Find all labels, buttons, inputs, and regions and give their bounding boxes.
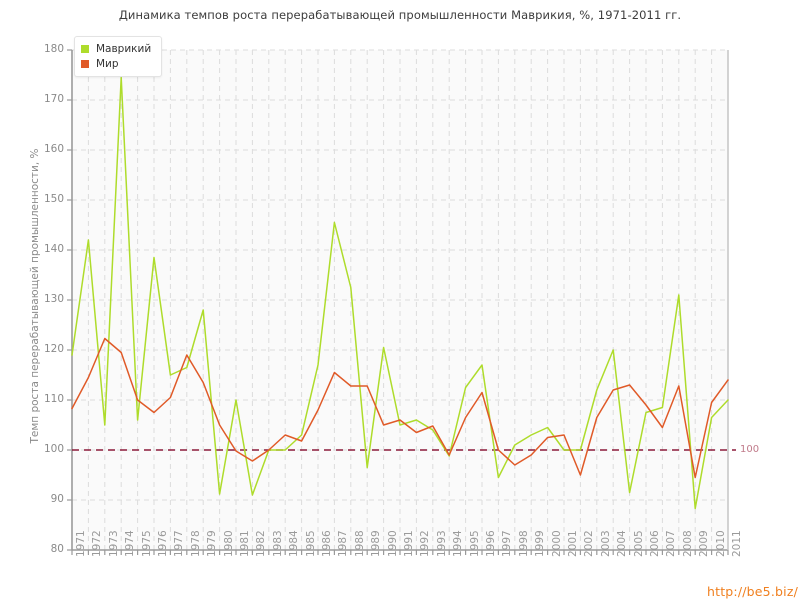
- x-tick-label: 1973: [107, 530, 120, 557]
- y-tick-label: 90: [50, 493, 64, 505]
- legend-label-mauritius: Маврикий: [96, 42, 152, 55]
- x-tick-label: 2000: [550, 530, 563, 557]
- y-tick-label: 170: [43, 93, 64, 105]
- legend-swatch-world: [81, 59, 89, 68]
- x-tick-label: 2001: [567, 530, 579, 557]
- legend-item-mauritius[interactable]: Маврикий: [81, 41, 151, 56]
- x-tick-label: 1979: [206, 530, 219, 557]
- y-tick-label: 120: [43, 343, 64, 355]
- x-tick-label: 1987: [337, 530, 350, 557]
- x-tick-label: 1994: [452, 530, 465, 557]
- legend-label-world: Мир: [96, 57, 119, 70]
- x-tick-label: 2010: [714, 530, 727, 557]
- x-tick-label: 1971: [75, 530, 87, 557]
- y-tick-label: 80: [50, 543, 64, 555]
- x-tick-label: 1972: [91, 530, 104, 557]
- x-tick-label: 2004: [616, 530, 629, 557]
- x-tick-label: 1982: [255, 530, 268, 557]
- y-tick-label: 110: [43, 393, 64, 405]
- x-tick-label: 2006: [649, 530, 661, 557]
- x-tick-label: 1996: [485, 530, 497, 557]
- legend-item-world[interactable]: Мир: [81, 56, 151, 71]
- x-tick-label: 1986: [321, 530, 333, 557]
- x-tick-label: 2005: [632, 530, 645, 557]
- x-tick-label: 1974: [124, 530, 137, 557]
- legend-swatch-mauritius: [81, 44, 89, 53]
- x-tick-label: 1993: [435, 530, 448, 557]
- x-tick-label: 1981: [239, 530, 251, 557]
- x-tick-label: 1988: [353, 530, 366, 557]
- y-tick-label: 150: [43, 193, 64, 205]
- x-tick-label: 1999: [534, 530, 547, 557]
- chart-legend[interactable]: Маврикий Мир: [74, 36, 163, 77]
- watermark: http://be5.biz/: [706, 584, 798, 599]
- x-tick-label: 1992: [419, 530, 432, 557]
- x-tick-label: 1980: [222, 530, 235, 557]
- x-tick-label: 1975: [140, 530, 153, 557]
- x-tick-label: 1998: [517, 530, 530, 557]
- x-tick-label: 1991: [403, 530, 415, 557]
- x-tick-label: 2007: [665, 530, 678, 557]
- x-tick-label: 2002: [583, 530, 596, 557]
- y-tick-label: 140: [43, 243, 64, 255]
- y-tick-label: 130: [43, 293, 64, 305]
- x-tick-label: 1977: [173, 530, 186, 557]
- series-line-world: [71, 337, 729, 479]
- x-tick-label: 1984: [288, 530, 301, 557]
- x-tick-label: 1997: [501, 530, 514, 557]
- x-tick-label: 1976: [157, 530, 169, 557]
- chart-title: Динамика темпов роста перерабатывающей п…: [118, 8, 682, 22]
- x-tick-label: 2011: [731, 530, 743, 557]
- x-tick-label: 2003: [599, 530, 612, 557]
- x-tick-label: 1983: [271, 530, 284, 557]
- y-tick-label: 100: [43, 443, 64, 455]
- y-tick-label: 180: [43, 43, 64, 55]
- y-tick-label: 160: [43, 143, 64, 155]
- x-tick-label: 2009: [698, 530, 711, 557]
- x-tick-label: 1990: [386, 530, 399, 557]
- x-tick-label: 1989: [370, 530, 383, 557]
- reference-line-label: 100: [740, 444, 760, 455]
- x-tick-label: 1978: [189, 530, 202, 557]
- x-tick-label: 1985: [304, 530, 317, 557]
- x-tick-label: 2008: [681, 530, 694, 557]
- x-tick-label: 1995: [468, 530, 481, 557]
